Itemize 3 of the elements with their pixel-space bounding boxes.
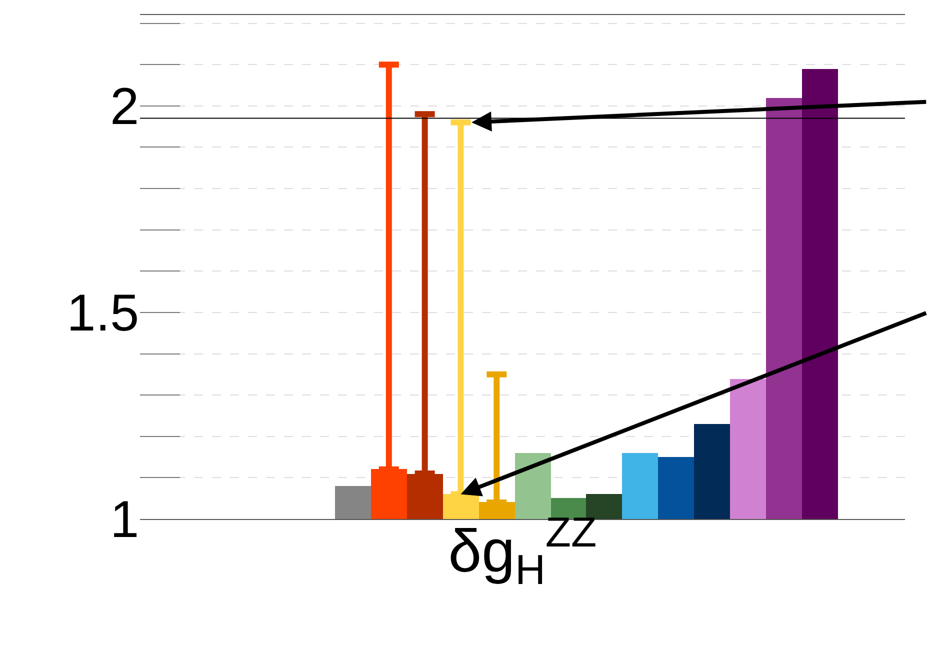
y-tick-label: 1.5 bbox=[66, 284, 139, 343]
y-tick-label: 1 bbox=[110, 491, 139, 550]
y-tick-label: 2 bbox=[110, 78, 139, 136]
